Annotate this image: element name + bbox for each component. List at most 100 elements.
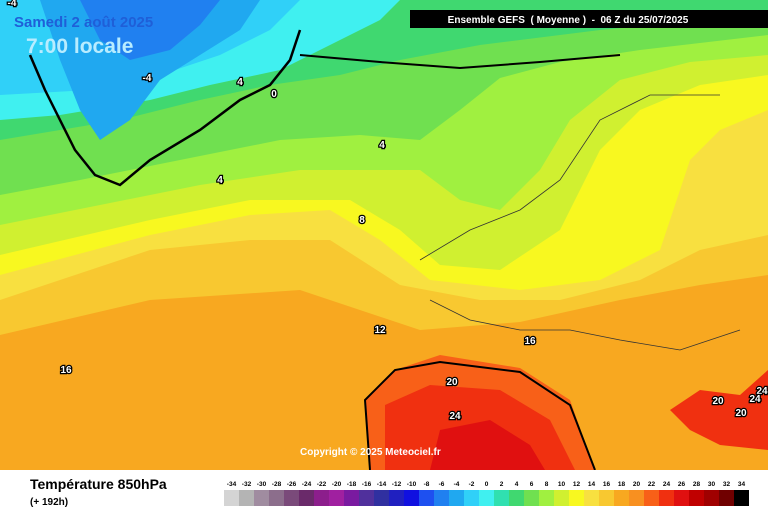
legend-swatch bbox=[344, 490, 359, 506]
legend: -34 -32 -30 -28 -26 -24 -22 -20 -18 -16 -14 -12 -10-… bbox=[224, 481, 749, 506]
legend-label: -32 bbox=[242, 481, 252, 488]
legend-swatch bbox=[479, 490, 494, 506]
legend-label: -24 bbox=[302, 481, 312, 488]
band-24-east bbox=[670, 370, 768, 450]
legend-swatch bbox=[224, 490, 239, 506]
legend-label: 24 bbox=[663, 481, 671, 488]
legend-swatch bbox=[254, 490, 269, 506]
contour-label: 12 bbox=[374, 325, 386, 336]
footer-title: Température 850hPa bbox=[30, 476, 167, 492]
coastline-greenland bbox=[28, 29, 302, 187]
legend-swatch bbox=[674, 490, 689, 506]
legend-label: 4 bbox=[515, 481, 519, 488]
legend-label: -30 bbox=[257, 481, 267, 488]
legend-label: -22 bbox=[317, 481, 327, 488]
legend-swatch bbox=[704, 490, 719, 506]
copyright: Copyright © 2025 Meteociel.fr bbox=[300, 447, 441, 458]
contour-20 bbox=[363, 360, 596, 471]
legend-label: 12 bbox=[573, 481, 581, 488]
model-info: Ensemble GEFS ( Moyenne ) - 06 Z du 25/0… bbox=[448, 15, 689, 26]
legend-swatch bbox=[389, 490, 404, 506]
legend-swatch bbox=[434, 490, 449, 506]
legend-label: 18 bbox=[618, 481, 626, 488]
legend-swatch bbox=[569, 490, 584, 506]
legend-swatch bbox=[284, 490, 299, 506]
contour-label: 24 bbox=[756, 386, 768, 397]
legend-label: 28 bbox=[693, 481, 701, 488]
legend-label: -10 bbox=[407, 481, 417, 488]
legend-swatch bbox=[599, 490, 614, 506]
contour-label: 4 bbox=[217, 175, 223, 186]
model-box bbox=[410, 10, 768, 28]
legend-label: -6 bbox=[439, 481, 445, 488]
band-26 bbox=[430, 420, 545, 470]
contour-label: 4 bbox=[379, 140, 385, 151]
coastline-europe bbox=[419, 94, 720, 261]
contour-label: 0 bbox=[271, 89, 277, 100]
legend-swatch bbox=[539, 490, 554, 506]
time-label: 7:00 locale bbox=[26, 35, 133, 58]
contour-label: -4 bbox=[143, 73, 152, 84]
legend-label: 30 bbox=[708, 481, 716, 488]
legend-label: 8 bbox=[545, 481, 549, 488]
legend-swatch bbox=[629, 490, 644, 506]
legend-swatch bbox=[419, 490, 434, 506]
legend-label: 32 bbox=[723, 481, 731, 488]
legend-label: -14 bbox=[377, 481, 387, 488]
legend-label: -8 bbox=[424, 481, 430, 488]
legend-swatch bbox=[239, 490, 254, 506]
legend-label: 0 bbox=[485, 481, 489, 488]
band-m4 bbox=[40, 0, 260, 140]
legend-label: 6 bbox=[530, 481, 534, 488]
contour-label: 16 bbox=[524, 336, 536, 347]
legend-label: 20 bbox=[633, 481, 641, 488]
legend-swatch bbox=[644, 490, 659, 506]
contour-label: 8 bbox=[359, 215, 365, 226]
legend-swatch bbox=[449, 490, 464, 506]
legend-label: -34 bbox=[227, 481, 237, 488]
legend-label: -28 bbox=[272, 481, 282, 488]
legend-label: 26 bbox=[678, 481, 686, 488]
legend-swatch bbox=[524, 490, 539, 506]
legend-label: -2 bbox=[469, 481, 475, 488]
legend-swatch bbox=[329, 490, 344, 506]
contour-label: 20 bbox=[712, 396, 724, 407]
legend-swatch bbox=[734, 490, 749, 506]
footer-lead: (+ 192h) bbox=[30, 497, 68, 508]
legend-label: 2 bbox=[500, 481, 504, 488]
legend-swatch bbox=[554, 490, 569, 506]
legend-label: 34 bbox=[738, 481, 746, 488]
legend-label: 10 bbox=[558, 481, 566, 488]
legend-swatch bbox=[584, 490, 599, 506]
legend-label: 16 bbox=[603, 481, 611, 488]
legend-label: -4 bbox=[454, 481, 460, 488]
legend-label: 22 bbox=[648, 481, 656, 488]
contour-label: 20 bbox=[735, 408, 747, 419]
contour-label: -4 bbox=[8, 0, 17, 9]
legend-label: -20 bbox=[332, 481, 342, 488]
legend-swatch bbox=[374, 490, 389, 506]
legend-swatch bbox=[614, 490, 629, 506]
legend-swatch bbox=[719, 490, 734, 506]
legend-swatch bbox=[404, 490, 419, 506]
legend-swatch bbox=[269, 490, 284, 506]
coastline-med bbox=[429, 299, 741, 351]
legend-label: -26 bbox=[287, 481, 297, 488]
legend-swatch bbox=[314, 490, 329, 506]
legend-swatch bbox=[299, 490, 314, 506]
legend-swatch bbox=[359, 490, 374, 506]
contour-label: 4 bbox=[237, 77, 243, 88]
legend-swatch bbox=[509, 490, 524, 506]
legend-swatch bbox=[464, 490, 479, 506]
legend-label: 14 bbox=[588, 481, 596, 488]
contour-label: 24 bbox=[449, 411, 461, 422]
legend-label: -16 bbox=[362, 481, 372, 488]
contour-label: 20 bbox=[446, 377, 458, 388]
contour-0 bbox=[299, 54, 621, 70]
legend-swatch bbox=[659, 490, 674, 506]
band-m6 bbox=[80, 0, 220, 60]
contour-label: 16 bbox=[60, 365, 72, 376]
legend-label: -18 bbox=[347, 481, 357, 488]
